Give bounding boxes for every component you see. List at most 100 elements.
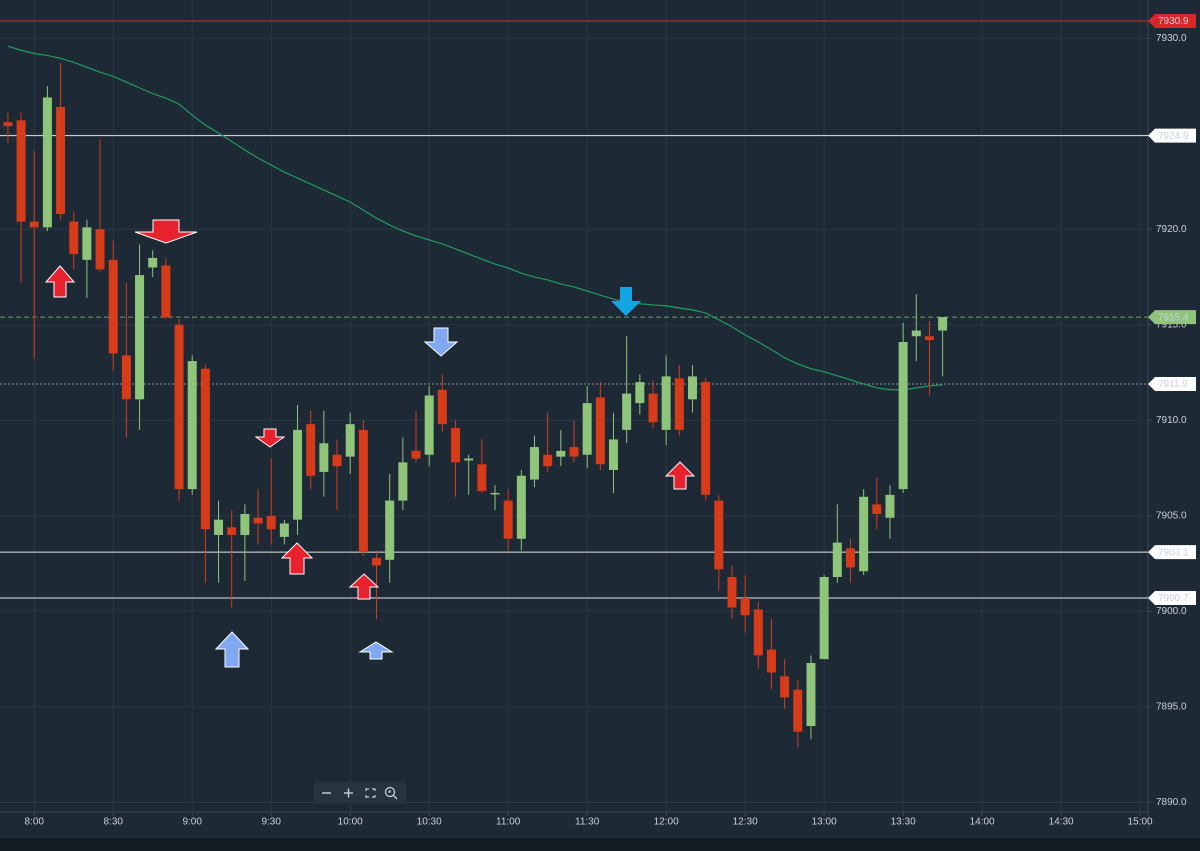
- x-tick-label: 8:00: [24, 817, 44, 828]
- x-tick-label: 12:00: [654, 817, 679, 828]
- arrow-down: [254, 428, 286, 448]
- candle-body: [885, 494, 895, 518]
- price-tag: [1148, 128, 1196, 143]
- candle-body: [266, 515, 276, 530]
- price-tag: [1148, 377, 1196, 392]
- fit-button[interactable]: [365, 788, 376, 798]
- candle-body: [687, 376, 697, 400]
- y-tick-label: 7930.0: [1156, 33, 1187, 44]
- candle-body: [859, 496, 869, 572]
- candle-body: [227, 527, 237, 535]
- price-tag-label: 7930.9: [1158, 16, 1189, 27]
- candle-body: [608, 439, 618, 471]
- zoom-bar: [314, 782, 406, 803]
- candle-body: [872, 504, 882, 514]
- candle-body: [595, 397, 605, 465]
- price-tag: [1148, 310, 1196, 325]
- arrow-up: [358, 641, 394, 660]
- candle-body: [938, 317, 948, 331]
- candle-body: [845, 548, 855, 568]
- moving-average-line: [7, 45, 943, 391]
- moving-average: [7, 45, 943, 391]
- price-tag-label: 7915.4: [1158, 312, 1189, 323]
- arrow-down: [611, 287, 641, 316]
- candle-body: [701, 382, 711, 495]
- candle-body: [29, 221, 39, 228]
- candle-body: [135, 275, 145, 400]
- y-tick-label: 7910.0: [1156, 415, 1187, 426]
- candle-body: [398, 462, 408, 501]
- candle-body: [530, 447, 540, 480]
- candle-body: [911, 330, 921, 337]
- candle-body: [727, 576, 737, 608]
- x-tick-label: 13:00: [812, 817, 837, 828]
- candle-body: [582, 403, 592, 455]
- candle-body: [424, 395, 434, 455]
- candle-body: [661, 376, 671, 430]
- price-tag-label: 7911.9: [1158, 379, 1188, 390]
- arrow-up: [348, 573, 380, 600]
- candle-body: [306, 424, 316, 476]
- candle-body: [451, 427, 461, 463]
- x-tick-label: 9:00: [182, 817, 202, 828]
- candle-body: [56, 106, 66, 214]
- footer-strip: [0, 838, 1200, 851]
- candle-body: [740, 598, 750, 616]
- y-tick-label: 7890.0: [1156, 797, 1187, 808]
- candle-body: [279, 523, 289, 537]
- arrow-down: [423, 327, 459, 357]
- y-tick-label: 7915.0: [1156, 319, 1187, 330]
- reset-zoom-button[interactable]: [384, 786, 398, 800]
- y-tick-label: 7920.0: [1156, 224, 1187, 235]
- x-tick-label: 14:30: [1049, 817, 1074, 828]
- candle-body: [924, 336, 934, 341]
- x-tick-label: 11:00: [496, 817, 521, 828]
- candle-body: [648, 393, 658, 423]
- candle-body: [898, 341, 908, 490]
- candle-body: [793, 689, 803, 732]
- signal-arrows: [44, 219, 696, 668]
- candle-body: [503, 500, 513, 539]
- candle-body: [42, 97, 52, 228]
- candle-body: [332, 454, 342, 467]
- arrow-up: [214, 631, 250, 668]
- candle-body: [714, 500, 724, 570]
- candle-body: [214, 519, 224, 535]
- candle-body: [293, 429, 303, 520]
- arrow-down: [134, 219, 198, 244]
- zoom-controls: [314, 782, 406, 803]
- candle-body: [121, 355, 131, 400]
- candle-body: [437, 389, 447, 425]
- candle-body: [16, 120, 26, 222]
- candle-body: [674, 378, 684, 430]
- candle-body: [516, 475, 526, 539]
- candle-body: [240, 513, 250, 535]
- candle-body: [806, 662, 816, 727]
- candle-body: [622, 393, 632, 430]
- y-tick-label: 7905.0: [1156, 510, 1187, 521]
- x-tick-label: 9:30: [261, 817, 281, 828]
- levels: 7930.9 7924.9 7915.4 7911.9 7903.1 7900.7: [0, 14, 1196, 606]
- candle-body: [372, 557, 382, 566]
- candle-body: [411, 450, 421, 459]
- candle-body: [819, 576, 829, 660]
- candle-body: [635, 382, 645, 404]
- x-tick-label: 15:00: [1128, 817, 1153, 828]
- candle-body: [477, 464, 487, 492]
- arrow-up: [664, 461, 696, 490]
- y-tick-label: 7895.0: [1156, 702, 1187, 713]
- candle-body: [200, 368, 210, 530]
- candles: [3, 63, 948, 748]
- x-tick-label: 10:30: [417, 817, 442, 828]
- y-tick-label: 7900.0: [1156, 606, 1187, 617]
- arrow-up: [44, 265, 76, 298]
- candle-body: [253, 517, 263, 524]
- candle-body: [543, 454, 553, 467]
- candle-body: [358, 429, 368, 553]
- x-tick-label: 13:30: [891, 817, 916, 828]
- x-tick-label: 12:30: [733, 817, 758, 828]
- candle-body: [161, 265, 171, 318]
- candle-body: [108, 259, 118, 354]
- candle-body: [385, 500, 395, 560]
- zoom-in-button[interactable]: [344, 788, 353, 798]
